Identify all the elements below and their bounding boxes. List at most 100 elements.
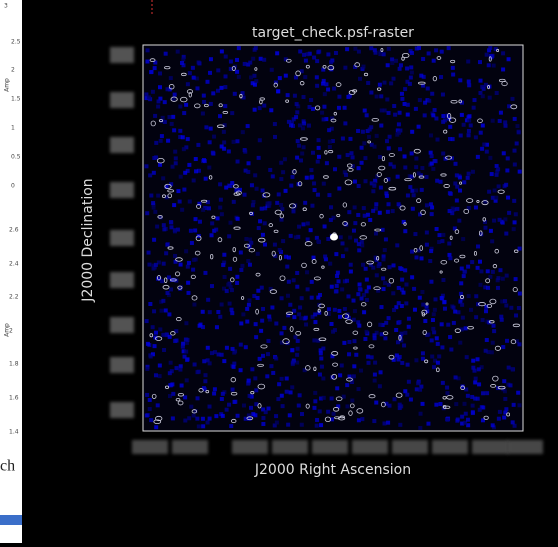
noise-pixel: [503, 120, 508, 125]
noise-pixel: [180, 135, 185, 140]
noise-pixel: [273, 134, 278, 139]
noise-pixel: [343, 121, 348, 126]
noise-pixel: [326, 311, 331, 316]
noise-pixel: [347, 339, 352, 344]
noise-pixel: [478, 90, 483, 95]
noise-pixel: [243, 416, 248, 421]
noise-pixel: [224, 185, 229, 190]
noise-pixel: [144, 92, 149, 97]
noise-pixel: [178, 128, 183, 133]
noise-pixel: [271, 370, 276, 375]
noise-pixel: [312, 338, 317, 343]
noise-pixel: [386, 316, 391, 321]
noise-pixel: [422, 113, 427, 118]
noise-pixel: [466, 206, 471, 211]
noise-pixel: [247, 298, 252, 303]
noise-pixel: [227, 183, 232, 188]
noise-pixel: [336, 105, 341, 110]
noise-pixel: [351, 317, 356, 322]
noise-pixel: [455, 206, 460, 211]
noise-pixel: [302, 121, 307, 126]
noise-pixel: [230, 387, 235, 392]
noise-pixel: [459, 112, 464, 117]
noise-pixel: [150, 325, 155, 330]
noise-pixel: [500, 276, 505, 281]
noise-pixel: [206, 206, 211, 211]
noise-pixel: [364, 297, 369, 302]
noise-pixel: [367, 134, 372, 139]
noise-pixel: [517, 403, 522, 408]
noise-pixel: [260, 232, 265, 237]
noise-pixel: [453, 161, 458, 166]
noise-pixel: [472, 98, 477, 103]
noise-pixel: [460, 384, 465, 389]
side-tick-label: 1: [11, 125, 15, 132]
noise-pixel: [418, 425, 423, 430]
noise-pixel: [466, 171, 471, 176]
noise-pixel: [235, 280, 240, 285]
contour: [436, 367, 440, 373]
contour: [163, 277, 168, 283]
noise-pixel: [382, 108, 387, 113]
noise-pixel: [408, 185, 413, 190]
noise-pixel: [459, 281, 464, 286]
contour: [447, 113, 452, 119]
contour: [510, 104, 518, 110]
noise-pixel: [200, 416, 205, 421]
noise-pixel: [313, 399, 318, 404]
noise-pixel: [390, 209, 395, 214]
noise-pixel: [410, 275, 415, 280]
noise-pixel: [372, 378, 377, 383]
noise-pixel: [504, 231, 509, 236]
noise-pixel: [340, 287, 345, 292]
noise-pixel: [175, 227, 180, 232]
noise-pixel: [330, 354, 335, 359]
noise-pixel: [319, 364, 324, 369]
noise-pixel: [302, 368, 307, 373]
noise-pixel: [470, 411, 475, 416]
contour: [487, 85, 490, 90]
noise-pixel: [397, 110, 402, 115]
noise-pixel: [452, 226, 457, 231]
contour: [382, 331, 389, 336]
noise-pixel: [457, 175, 462, 180]
noise-pixel: [230, 311, 235, 316]
noise-pixel: [465, 175, 470, 180]
noise-pixel: [186, 280, 191, 285]
noise-pixel: [486, 285, 491, 290]
noise-pixel: [200, 111, 205, 116]
noise-pixel: [291, 278, 296, 283]
noise-pixel: [330, 139, 335, 144]
noise-pixel: [238, 342, 243, 347]
noise-pixel: [190, 65, 195, 70]
noise-pixel: [428, 202, 433, 207]
noise-pixel: [318, 348, 323, 353]
noise-pixel: [495, 278, 500, 283]
noise-pixel: [459, 100, 464, 105]
noise-pixel: [475, 154, 480, 159]
contour: [153, 419, 162, 425]
noise-pixel: [514, 313, 519, 318]
noise-pixel: [171, 96, 176, 101]
noise-pixel: [286, 279, 291, 284]
noise-pixel: [490, 239, 495, 244]
noise-pixel: [435, 137, 440, 142]
noise-pixel: [316, 154, 321, 159]
noise-pixel: [157, 85, 162, 90]
noise-pixel: [410, 206, 415, 211]
noise-pixel: [297, 393, 302, 398]
contour: [346, 163, 353, 168]
noise-pixel: [150, 89, 155, 94]
noise-pixel: [377, 82, 382, 87]
noise-pixel: [282, 157, 287, 162]
noise-pixel: [381, 254, 386, 259]
noise-pixel: [301, 119, 306, 124]
noise-pixel: [222, 274, 227, 279]
noise-pixel: [213, 350, 218, 355]
noise-pixel: [393, 58, 398, 63]
noise-pixel: [471, 358, 476, 363]
noise-pixel: [152, 155, 157, 160]
noise-pixel: [322, 92, 327, 97]
noise-pixel: [218, 114, 223, 119]
noise-pixel: [385, 63, 390, 68]
